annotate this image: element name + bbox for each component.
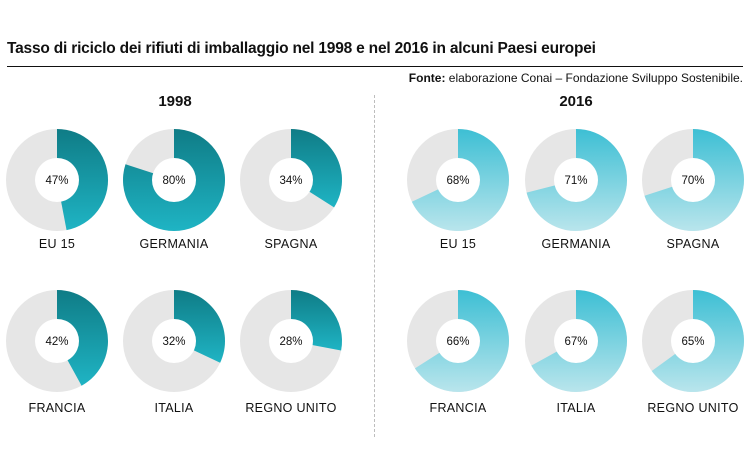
year-2016-heading: 2016: [559, 93, 593, 110]
country-label-regno-unito-2016: REGNO UNITO: [647, 401, 738, 415]
country-label-eu-15-1998: EU 15: [39, 237, 75, 251]
source-note: Fonte: elaborazione Conai – Fondazione S…: [409, 71, 743, 85]
value-label-regno-unito-1998: 28%: [279, 336, 302, 348]
value-label-eu-15-2016: 68%: [446, 175, 469, 187]
donut-hole-francia-1998: [35, 319, 79, 363]
donut-hole-germania-2016: [554, 158, 598, 202]
recycled-slice-francia-1998: [57, 290, 108, 386]
donut-regno-unito-1998: 28% REGNO UNITO: [240, 290, 343, 415]
country-label-francia-1998: FRANCIA: [29, 401, 86, 415]
donut-spagna-1998: 34% SPAGNA: [240, 129, 343, 251]
country-label-regno-unito-1998: REGNO UNITO: [245, 401, 336, 415]
country-label-francia-2016: FRANCIA: [430, 401, 487, 415]
country-label-spagna-2016: SPAGNA: [667, 237, 720, 251]
value-label-regno-unito-2016: 65%: [681, 336, 704, 348]
donut-eu-15-2016: 68% EU 15: [407, 129, 509, 251]
donut-germania-1998: 80% GERMANIA: [123, 129, 226, 251]
chart-title: Tasso di riciclo dei rifiuti di imballag…: [7, 40, 596, 57]
country-label-spagna-1998: SPAGNA: [265, 237, 318, 251]
value-label-spagna-2016: 70%: [681, 175, 704, 187]
title-rule: [7, 66, 743, 67]
donut-francia-1998: 42% FRANCIA: [6, 290, 108, 415]
donut-hole-regno-unito-1998: [269, 319, 313, 363]
donut-hole-germania-1998: [152, 158, 196, 202]
donut-italia-1998: 32% ITALIA: [123, 290, 226, 415]
donut-hole-eu-15-1998: [35, 158, 79, 202]
donut-hole-eu-15-2016: [436, 158, 480, 202]
recycled-slice-eu-15-1998: [57, 129, 109, 231]
donut-germania-2016: 71% GERMANIA: [525, 129, 627, 251]
donut-hole-spagna-2016: [671, 158, 715, 202]
donut-spagna-2016: 70% SPAGNA: [642, 129, 745, 251]
value-label-eu-15-1998: 47%: [45, 175, 68, 187]
value-label-italia-1998: 32%: [162, 336, 185, 348]
value-label-germania-1998: 80%: [162, 175, 185, 187]
year-1998-heading: 1998: [158, 93, 192, 110]
donut-italia-2016: 67% ITALIA: [525, 290, 628, 415]
country-label-germania-2016: GERMANIA: [541, 237, 610, 251]
country-label-eu-15-2016: EU 15: [440, 237, 476, 251]
donut-eu-15-1998: 47% EU 15: [6, 129, 109, 251]
donut-hole-italia-2016: [554, 319, 598, 363]
donut-hole-italia-1998: [152, 319, 196, 363]
country-label-germania-1998: GERMANIA: [139, 237, 208, 251]
donut-regno-unito-2016: 65% REGNO UNITO: [642, 290, 744, 415]
donut-hole-spagna-1998: [269, 158, 313, 202]
value-label-francia-1998: 42%: [45, 336, 68, 348]
value-label-francia-2016: 66%: [446, 336, 469, 348]
panel-divider: [374, 95, 375, 437]
value-label-germania-2016: 71%: [564, 175, 587, 187]
source-label: Fonte:: [408, 71, 446, 85]
country-label-italia-2016: ITALIA: [556, 401, 595, 415]
source-text: elaborazione Conai – Fondazione Sviluppo…: [448, 71, 743, 85]
country-label-italia-1998: ITALIA: [154, 401, 193, 415]
donut-hole-francia-2016: [436, 319, 480, 363]
donut-francia-2016: 66% FRANCIA: [407, 290, 509, 415]
value-label-spagna-1998: 34%: [279, 175, 302, 187]
donut-hole-regno-unito-2016: [671, 319, 715, 363]
value-label-italia-2016: 67%: [564, 336, 587, 348]
